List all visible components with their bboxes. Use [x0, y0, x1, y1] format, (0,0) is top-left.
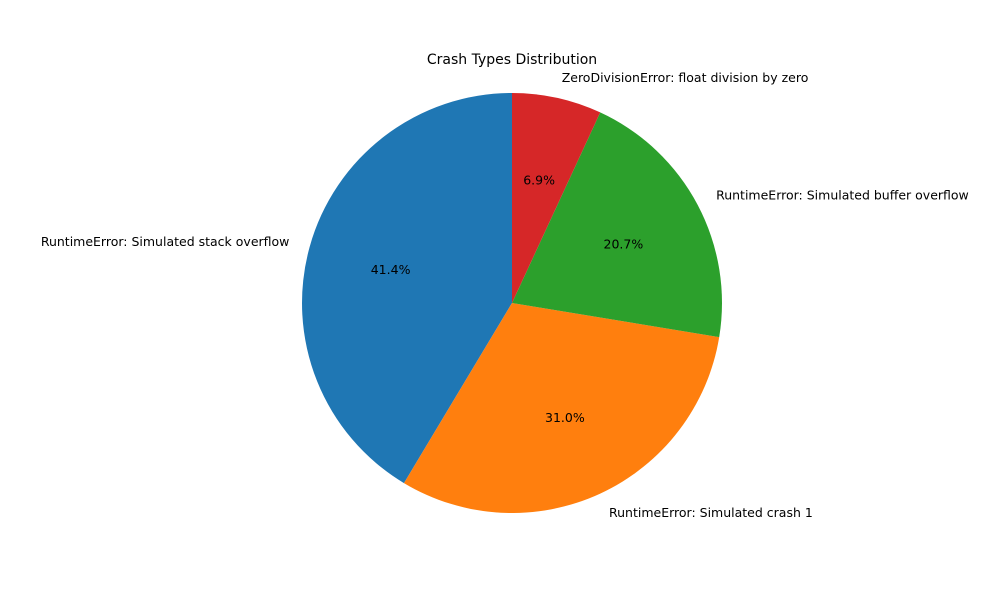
slice-percent-1: 41.4% — [371, 262, 411, 277]
slice-label-1: RuntimeError: Simulated stack overflow — [41, 234, 290, 249]
slice-percent-3: 20.7% — [604, 237, 644, 252]
slice-label-3: RuntimeError: Simulated buffer overflow — [716, 187, 969, 202]
slice-label-2: RuntimeError: Simulated crash 1 — [609, 505, 813, 520]
pie-slice-4 — [512, 93, 601, 303]
slice-label-4: ZeroDivisionError: float division by zer… — [562, 70, 809, 85]
slice-percent-2: 31.0% — [545, 410, 585, 425]
labels-layer: RuntimeError: Simulated stack overflow Ru… — [41, 70, 969, 520]
slice-percent-4: 6.9% — [523, 172, 555, 187]
pie-slice-1 — [302, 93, 512, 484]
pie-slice-3 — [512, 112, 722, 338]
chart-title: Crash Types Distribution — [427, 52, 597, 68]
slices-layer — [302, 93, 722, 513]
pie-slice-2 — [403, 303, 720, 513]
percent-labels-layer: 41.4% 31.0% 20.7% 6.9% — [371, 172, 644, 424]
